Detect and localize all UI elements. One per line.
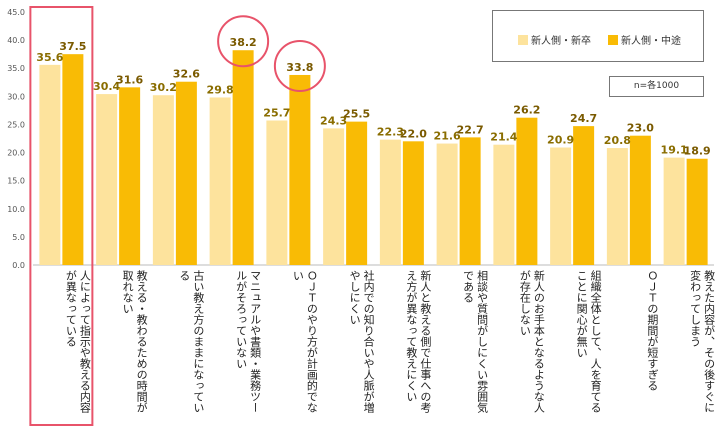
bar-mid-career	[175, 81, 197, 266]
value-label-mid-career: 22.7	[457, 123, 484, 136]
category-label: 新人と教える側で仕事への考え方が異なって教えにくい	[404, 270, 432, 413]
value-label-mid-career: 18.9	[684, 145, 711, 158]
bar-new-grad	[493, 144, 515, 265]
value-label-new-grad: 19.1	[661, 144, 688, 157]
category-label: 人によって指示や教える内容が異なっている	[64, 270, 92, 413]
value-label-new-grad: 25.7	[263, 107, 290, 120]
value-label-mid-career: 24.7	[570, 112, 597, 125]
value-label-mid-career: 26.2	[513, 104, 540, 117]
highlight-circle	[273, 39, 326, 92]
bar-new-grad	[663, 157, 685, 265]
value-label-mid-career: 32.6	[173, 68, 200, 81]
y-tick-label: 25.0	[7, 120, 25, 129]
legend-swatch-mid-career	[608, 34, 618, 45]
value-label-new-grad: 20.9	[547, 133, 574, 146]
category-label: 社内での知り合いや人脈が増やしにくい	[348, 270, 376, 413]
bar-mid-career	[119, 87, 141, 266]
value-label-mid-career: 23.0	[627, 122, 654, 135]
category-label: 教えた内容が、その後すぐに変わってしまう	[688, 270, 716, 413]
value-label-new-grad: 24.3	[320, 114, 347, 127]
value-label-new-grad: 20.8	[604, 134, 631, 147]
bar-new-grad	[550, 147, 572, 265]
category-label: マニュアルや書類・業務ツールがそろっていない	[234, 270, 262, 413]
sample-size-note: n=各1000	[609, 76, 704, 97]
y-tick-label: 15.0	[7, 177, 25, 186]
value-label-new-grad: 21.4	[490, 131, 517, 144]
category-label: 相談や質問がしにくい雰囲気である	[461, 270, 489, 413]
legend: 新人側・新卒 新人側・中途	[492, 10, 704, 62]
bar-new-grad	[436, 143, 458, 265]
value-labels: 35.637.5 30.431.6 30.232.6 29.8 38.2 25.7 33.8…	[36, 36, 710, 158]
bar-mid-career	[573, 126, 595, 266]
highlight-circle	[217, 15, 270, 68]
bar-mid-career	[289, 74, 311, 265]
bar-mid-career	[459, 137, 481, 265]
category-label: ＯＪＴの期間が短すぎる	[645, 270, 659, 391]
bar-new-grad	[152, 95, 174, 265]
bar-mid-career	[62, 54, 84, 265]
value-label-new-grad: 22.3	[377, 126, 404, 139]
bar-new-grad	[323, 128, 345, 265]
legend-label-mid-career: 新人側・中途	[621, 36, 681, 47]
legend-item-mid-career: 新人側・中途	[608, 32, 681, 47]
value-label-mid-career: 33.8	[286, 61, 313, 74]
value-label-new-grad: 29.8	[207, 83, 234, 96]
value-label-new-grad: 30.4	[93, 80, 120, 93]
legend-swatch-new-grad	[518, 34, 528, 45]
bar-new-grad	[379, 139, 401, 265]
legend-label-new-grad: 新人側・新卒	[531, 36, 591, 47]
highlight-overlays	[29, 6, 326, 426]
y-tick-label: 30.0	[7, 92, 25, 101]
bar-new-grad	[266, 120, 288, 266]
value-label-mid-career: 37.5	[59, 40, 86, 53]
bar-mid-career	[629, 135, 651, 265]
category-label: ＯＪＴのやり方が計画的でない	[291, 270, 319, 413]
value-label-mid-career: 31.6	[116, 73, 143, 86]
value-label-mid-career: 38.2	[230, 36, 257, 49]
category-label: 組織全体として、人を育てることに関心が無い	[575, 270, 603, 413]
bar-new-grad	[209, 97, 231, 265]
legend-item-new-grad: 新人側・新卒	[518, 32, 591, 47]
category-label: 古い教え方のままになっている	[177, 270, 205, 413]
y-tick-label: 45.0	[7, 8, 25, 17]
bar-new-grad	[39, 64, 61, 265]
y-tick-label: 0.0	[12, 261, 25, 270]
bar-mid-career	[346, 121, 368, 265]
value-label-mid-career: 25.5	[343, 108, 370, 121]
bars	[39, 50, 708, 266]
category-label: 教える・教わるための時間が取れない	[121, 270, 149, 413]
bar-mid-career	[686, 158, 708, 265]
y-tick-label: 5.0	[12, 233, 25, 242]
y-tick-label: 10.0	[7, 205, 25, 214]
category-label: 新人のお手本となるような人が存在しない	[518, 270, 546, 413]
highlight-rectangle	[29, 6, 94, 426]
value-label-new-grad: 30.2	[150, 81, 177, 94]
value-label-new-grad: 35.6	[36, 51, 63, 64]
y-tick-label: 35.0	[7, 64, 25, 73]
bar-mid-career	[516, 117, 538, 265]
y-tick-label: 20.0	[7, 149, 25, 158]
y-tick-label: 40.0	[7, 36, 25, 45]
bar-new-grad	[96, 94, 118, 265]
value-label-new-grad: 21.6	[434, 130, 461, 143]
value-label-mid-career: 22.0	[400, 127, 427, 140]
bar-new-grad	[606, 148, 628, 265]
y-axis: 0.0 5.0 10.0 15.0 20.0 25.0 30.0 35.0 40.0 45.0	[7, 8, 714, 270]
bar-mid-career	[402, 141, 424, 265]
bar-mid-career	[232, 50, 254, 265]
